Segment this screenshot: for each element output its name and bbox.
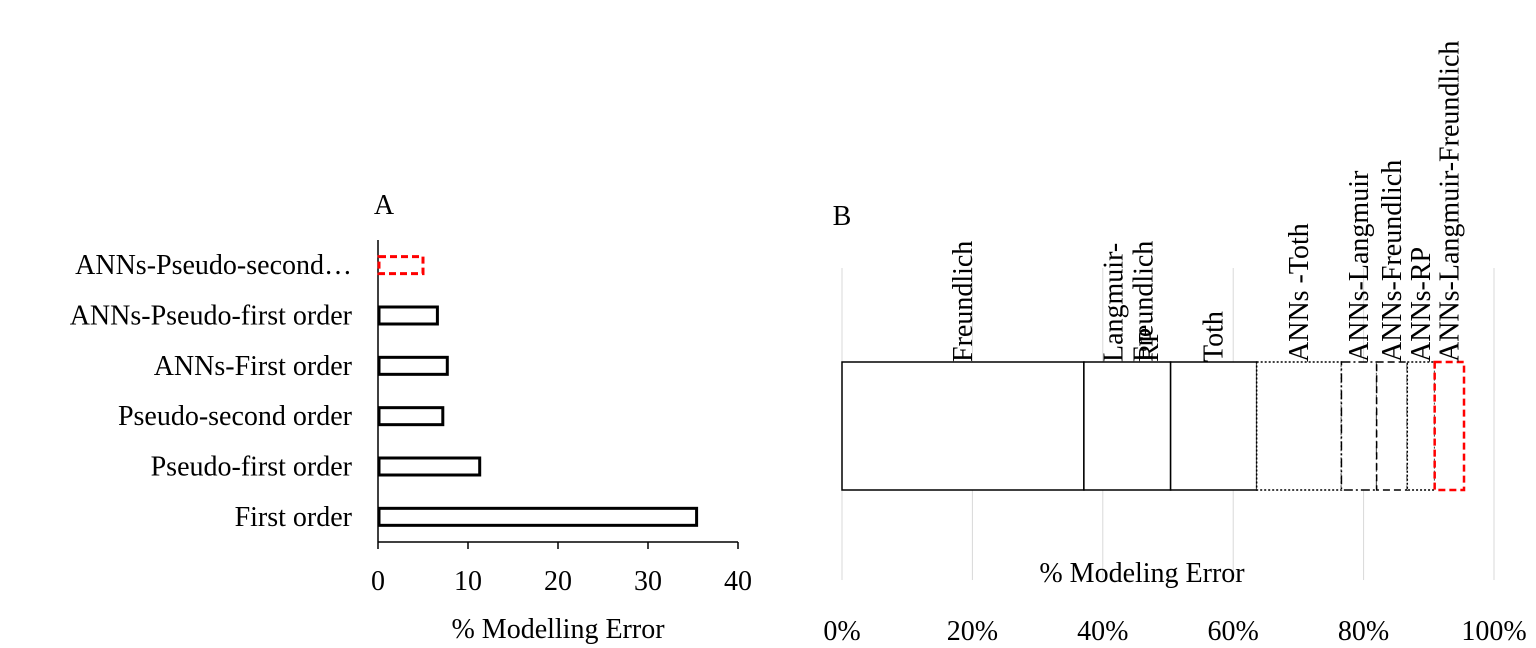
panel-b-segment-label: ANNs-RP xyxy=(1406,247,1437,362)
panel-a-category-label: ANNs-First order xyxy=(154,351,353,382)
panel-a-bar xyxy=(377,406,445,427)
panel-b-segment-label: Toth xyxy=(1199,311,1230,362)
panel-a-tick-label: 0 xyxy=(371,566,385,597)
panel-a-x-axis-title: % Modelling Error xyxy=(451,614,665,645)
panel-a-bar xyxy=(377,305,439,326)
panel-a-bar xyxy=(377,456,482,477)
panel-b-segment xyxy=(1083,361,1172,491)
panel-b-tick-label: 0% xyxy=(823,616,860,647)
panel-a-label: A xyxy=(374,190,395,221)
panel-b-segment-label: ANNs-Freundlich xyxy=(1377,160,1408,362)
panel-a-bar xyxy=(377,255,425,276)
panel-b-segment xyxy=(1169,361,1258,491)
panel-a-category-label: ANNs-Pseudo-first order xyxy=(70,301,353,332)
panel-b-segment-label: ANNs -Toth xyxy=(1284,223,1315,362)
panel-b-segment xyxy=(1406,361,1436,491)
panel-a-category-label: Pseudo-second order xyxy=(118,401,353,432)
panel-b-segment xyxy=(1340,361,1378,491)
panel-a: A First order Pseudo-first order Pseudo-se… xyxy=(70,190,752,645)
panel-a-tick-label: 10 xyxy=(454,566,482,597)
panel-b-tick-label: 40% xyxy=(1077,616,1128,647)
panel-b-segment-label: ANNs-Langmuir xyxy=(1344,170,1375,362)
panel-a-tick-label: 30 xyxy=(634,566,662,597)
panel-a-category-label: Pseudo-first order xyxy=(151,452,353,483)
panel-b-segment-label: ANNs-Langmuir-Freundlich xyxy=(1434,41,1465,362)
panel-b-segment xyxy=(1375,361,1409,491)
panel-b-tick-label: 20% xyxy=(947,616,998,647)
panel-b-segment xyxy=(1433,360,1466,492)
panel-a-tick-label: 40 xyxy=(724,566,752,597)
panel-b-tick-label: 60% xyxy=(1208,616,1259,647)
panel-a-bar xyxy=(377,355,449,376)
panel-b-segment-label: RP xyxy=(1134,328,1165,362)
panel-b-segment xyxy=(841,361,1085,491)
panel-b-segment-label: Freundlich xyxy=(948,241,979,362)
panel-b-label: B xyxy=(833,201,852,232)
panel-b-tick-label: 80% xyxy=(1338,616,1389,647)
panel-b-segment xyxy=(1255,361,1343,491)
panel-b-tick-label: 100% xyxy=(1461,616,1526,647)
panel-a-tick-label: 20 xyxy=(544,566,572,597)
panel-b-segment-label: Langmuir-Freundlich xyxy=(1098,241,1159,362)
panel-b-x-axis-title: % Modeling Error xyxy=(1039,558,1245,589)
panel-a-category-label: First order xyxy=(235,502,353,533)
panel-a-category-label: ANNs-Pseudo-second… xyxy=(75,250,352,281)
panel-a-bar xyxy=(377,506,699,527)
